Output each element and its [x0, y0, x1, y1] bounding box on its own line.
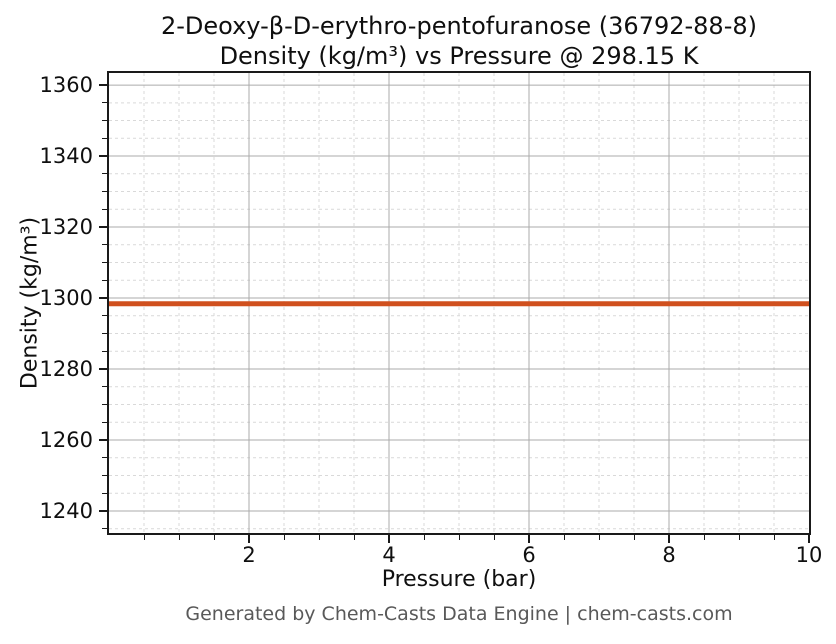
x-major-tick	[528, 535, 530, 543]
x-major-tick	[668, 535, 670, 543]
x-minor-tick	[703, 535, 705, 540]
y-minor-tick	[102, 457, 107, 459]
y-tick-label: 1280	[39, 357, 93, 382]
y-minor-tick	[102, 137, 107, 139]
y-minor-tick	[102, 315, 107, 317]
x-minor-tick	[633, 535, 635, 540]
x-minor-tick	[598, 535, 600, 540]
y-minor-tick	[102, 528, 107, 530]
y-major-tick	[99, 368, 107, 371]
y-minor-tick	[102, 333, 107, 335]
x-major-tick	[388, 535, 390, 543]
y-tick-label: 1320	[39, 215, 93, 240]
chart-title: 2-Deoxy-β-D-erythro-pentofuranose (36792…	[66, 11, 836, 71]
x-minor-tick	[738, 535, 740, 540]
x-minor-tick	[213, 535, 215, 540]
y-minor-tick	[102, 102, 107, 104]
y-major-tick	[99, 84, 107, 87]
y-minor-tick	[102, 244, 107, 246]
y-minor-tick	[102, 191, 107, 193]
y-major-tick	[99, 439, 107, 441]
x-minor-tick	[283, 535, 285, 540]
x-axis-label: Pressure (bar)	[381, 567, 537, 592]
y-minor-tick	[102, 173, 107, 175]
chart-title-line2: Density (kg/m³) vs Pressure @ 298.15 K	[219, 42, 699, 70]
y-minor-tick	[102, 404, 107, 405]
x-major-tick	[808, 535, 810, 543]
x-tick-label: 4	[382, 543, 396, 567]
x-tick-label: 8	[662, 543, 676, 567]
y-major-tick	[99, 226, 107, 229]
x-minor-tick	[178, 535, 180, 540]
y-minor-tick	[102, 421, 107, 423]
y-major-tick	[99, 297, 107, 300]
x-minor-tick	[423, 535, 425, 540]
x-minor-tick	[563, 535, 565, 540]
x-major-tick	[248, 535, 250, 543]
chart-title-line1: 2-Deoxy-β-D-erythro-pentofuranose (36792…	[160, 12, 757, 40]
y-minor-tick	[102, 208, 107, 210]
y-minor-tick	[102, 492, 107, 494]
plot-area: 2 4 6 8 10 1240 1260 1280 1300 1320 1340 1360	[40, 71, 822, 567]
x-minor-tick	[143, 535, 145, 540]
y-minor-tick	[102, 386, 107, 388]
x-minor-tick	[458, 535, 460, 540]
x-minor-tick	[353, 535, 355, 540]
x-tick-label: 6	[522, 543, 536, 567]
y-tick-label: 1340	[39, 144, 93, 169]
y-minor-tick	[102, 279, 107, 281]
y-major-tick	[99, 509, 107, 512]
x-minor-tick	[318, 535, 320, 540]
y-tick-label: 1240	[39, 498, 93, 523]
x-minor-tick	[493, 535, 495, 540]
x-tick-label: 10	[795, 543, 823, 567]
y-major-tick	[99, 155, 107, 158]
y-minor-tick	[102, 350, 107, 352]
plot-canvas	[109, 73, 809, 533]
y-minor-tick	[102, 262, 107, 264]
y-minor-tick	[102, 120, 107, 122]
x-minor-tick	[773, 535, 775, 540]
y-minor-tick	[102, 475, 107, 476]
x-tick-label: 2	[242, 543, 256, 567]
y-tick-label: 1260	[39, 428, 93, 452]
footer-credit: Generated by Chem-Casts Data Engine | ch…	[185, 603, 733, 625]
y-tick-label: 1360	[39, 73, 93, 98]
y-tick-label: 1300	[39, 286, 93, 311]
